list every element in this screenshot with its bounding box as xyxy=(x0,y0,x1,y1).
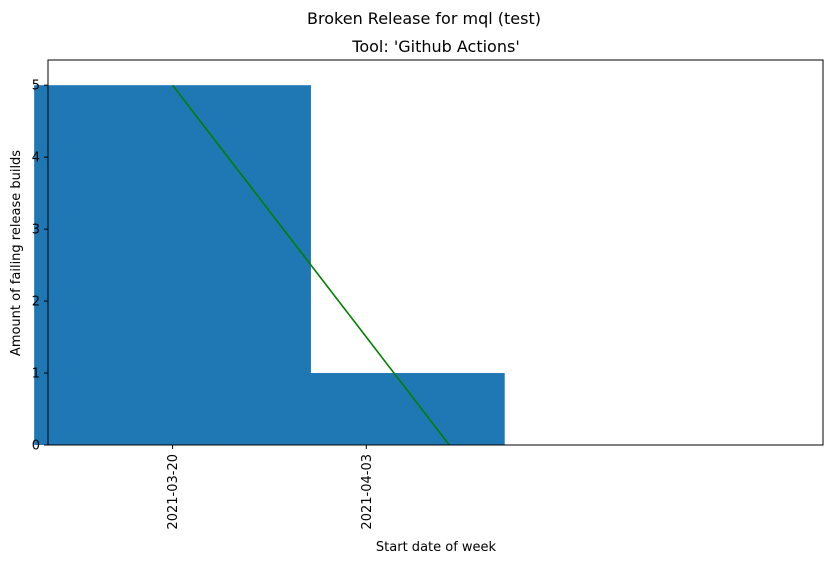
x-axis-label: Start date of week xyxy=(376,540,497,555)
plot-area: 0 1 2 3 4 5 2021-03-20 2021-04-03 xyxy=(32,59,824,530)
bar xyxy=(227,373,505,445)
trend-line xyxy=(171,84,450,446)
y-tick-label: 5 xyxy=(32,79,40,94)
axes-frame xyxy=(47,59,824,446)
y-axis-label: Amount of failing release builds xyxy=(9,150,24,356)
y-tick-label: 0 xyxy=(32,439,40,454)
x-tick-label: 2021-03-20 xyxy=(166,454,181,530)
x-tick-label: 2021-04-03 xyxy=(360,454,375,530)
chart-title: Broken Release for mql (test) xyxy=(307,9,541,28)
y-tick-label: 1 xyxy=(32,367,40,382)
y-tick-label: 4 xyxy=(32,151,40,166)
chart-subtitle: Tool: 'Github Actions' xyxy=(351,37,519,56)
y-tick-label: 2 xyxy=(32,295,40,310)
y-tick-label: 3 xyxy=(32,223,40,238)
